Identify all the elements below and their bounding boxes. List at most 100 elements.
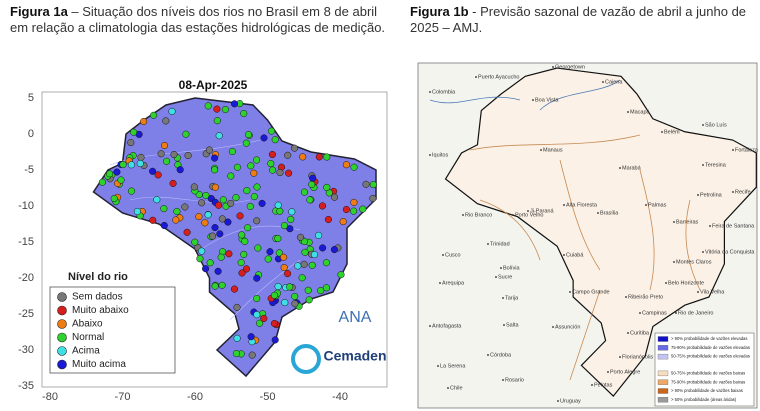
station-dot [206, 259, 214, 267]
station-dot [225, 250, 233, 258]
city-dot [439, 282, 441, 284]
river-lines-blue [429, 79, 621, 111]
y-tick-label: -20 [18, 272, 34, 284]
city-dot [527, 210, 529, 212]
city-dot [502, 379, 504, 381]
station-dot [218, 215, 226, 223]
city-label: Ji-Paraná [530, 208, 554, 214]
city-dot [540, 149, 542, 151]
y-tick-label: -30 [18, 344, 34, 356]
station-dot [221, 105, 229, 114]
station-dot [250, 193, 258, 201]
city-label: La Serena [440, 363, 466, 369]
legend-label: > 90% probabilidade de vazões elevadas [671, 336, 747, 341]
station-dot [280, 264, 288, 272]
city-dot [552, 326, 554, 328]
station-dot [228, 147, 236, 156]
station-dot [260, 314, 268, 323]
city-dot [502, 297, 504, 299]
x-tick-label: -50 [260, 391, 276, 403]
station-dot [136, 159, 144, 168]
river [109, 139, 261, 166]
city-dot [661, 131, 663, 133]
station-dot [299, 153, 307, 161]
city-label: Fortaleza [735, 147, 759, 153]
station-dot [310, 251, 319, 259]
station-dot [284, 270, 292, 278]
station-dot [286, 225, 294, 233]
station-dot [113, 168, 121, 176]
y-tick-label: 0 [28, 128, 34, 140]
station-dot [119, 161, 127, 169]
station-dot [232, 350, 240, 358]
station-dot [319, 244, 327, 252]
city-label: Belo Horizonte [668, 280, 704, 286]
station-dot [198, 247, 206, 255]
city-label: Barreiras [676, 219, 699, 225]
station-dot [183, 228, 191, 236]
station-dot [244, 131, 253, 139]
station-dot [237, 259, 245, 267]
city-dot [607, 371, 609, 373]
city-label: Assunción [555, 324, 580, 330]
city-label: Feira de Santana [712, 223, 755, 229]
station-dot [133, 207, 141, 216]
city-label: Córdoba [490, 352, 512, 358]
city-label: Rio de Janeiro [678, 310, 713, 316]
station-dot [290, 144, 299, 152]
legend-swatch [57, 332, 67, 343]
station-dot [260, 134, 268, 142]
station-dot [285, 169, 293, 177]
station-dot [274, 201, 282, 209]
station-dot [137, 153, 145, 161]
city-dot [625, 296, 627, 298]
legend-label: Muito abaixo [72, 305, 129, 316]
city-dot [442, 254, 444, 256]
city-label: Brasília [600, 210, 619, 216]
station-dot [258, 199, 266, 207]
city-label: Bolívia [503, 265, 520, 271]
city-label: Rosario [505, 377, 524, 383]
city-dot [557, 400, 559, 402]
station-dot [274, 234, 282, 243]
station-dot [247, 162, 255, 170]
station-dot [154, 171, 162, 179]
city-dot [673, 261, 675, 263]
city-dot [702, 251, 704, 253]
station-dot [305, 296, 313, 304]
station-dot [198, 199, 206, 207]
station-dot [160, 205, 168, 213]
city-dot [503, 324, 505, 326]
city-dot [487, 243, 489, 245]
station-dot [253, 156, 261, 164]
station-dot [182, 130, 190, 138]
y-tick-label: 5 [28, 92, 34, 104]
city-label: Iquitos [432, 152, 448, 158]
legend-swatch [657, 345, 669, 351]
station-dot [162, 157, 171, 165]
city-label: Campo Grande [572, 289, 610, 295]
legend-swatch [657, 379, 669, 385]
station-dot [216, 230, 224, 238]
city-dot [619, 356, 621, 358]
caption-text: - Previsão sazonal de vazão de abril a j… [410, 4, 747, 35]
station-dot [315, 153, 323, 161]
station-dot [127, 161, 135, 169]
legend-title: Nível do rio [68, 271, 128, 283]
city-label: Rio Branco [465, 212, 492, 218]
station-dot [170, 150, 178, 159]
station-dot [149, 216, 157, 224]
city-dot [500, 267, 502, 269]
station-dot [238, 269, 246, 277]
station-dot [201, 219, 209, 227]
station-dot [240, 109, 248, 118]
city-label: Boa Vista [535, 97, 559, 103]
legend-swatch [657, 336, 669, 342]
station-dot [233, 303, 241, 311]
legend-swatch [657, 370, 669, 377]
city-dot [619, 167, 621, 169]
city-label: Pelotas [594, 382, 613, 388]
station-dot [238, 231, 246, 239]
station-dot [300, 188, 308, 196]
station-dot [127, 187, 136, 195]
